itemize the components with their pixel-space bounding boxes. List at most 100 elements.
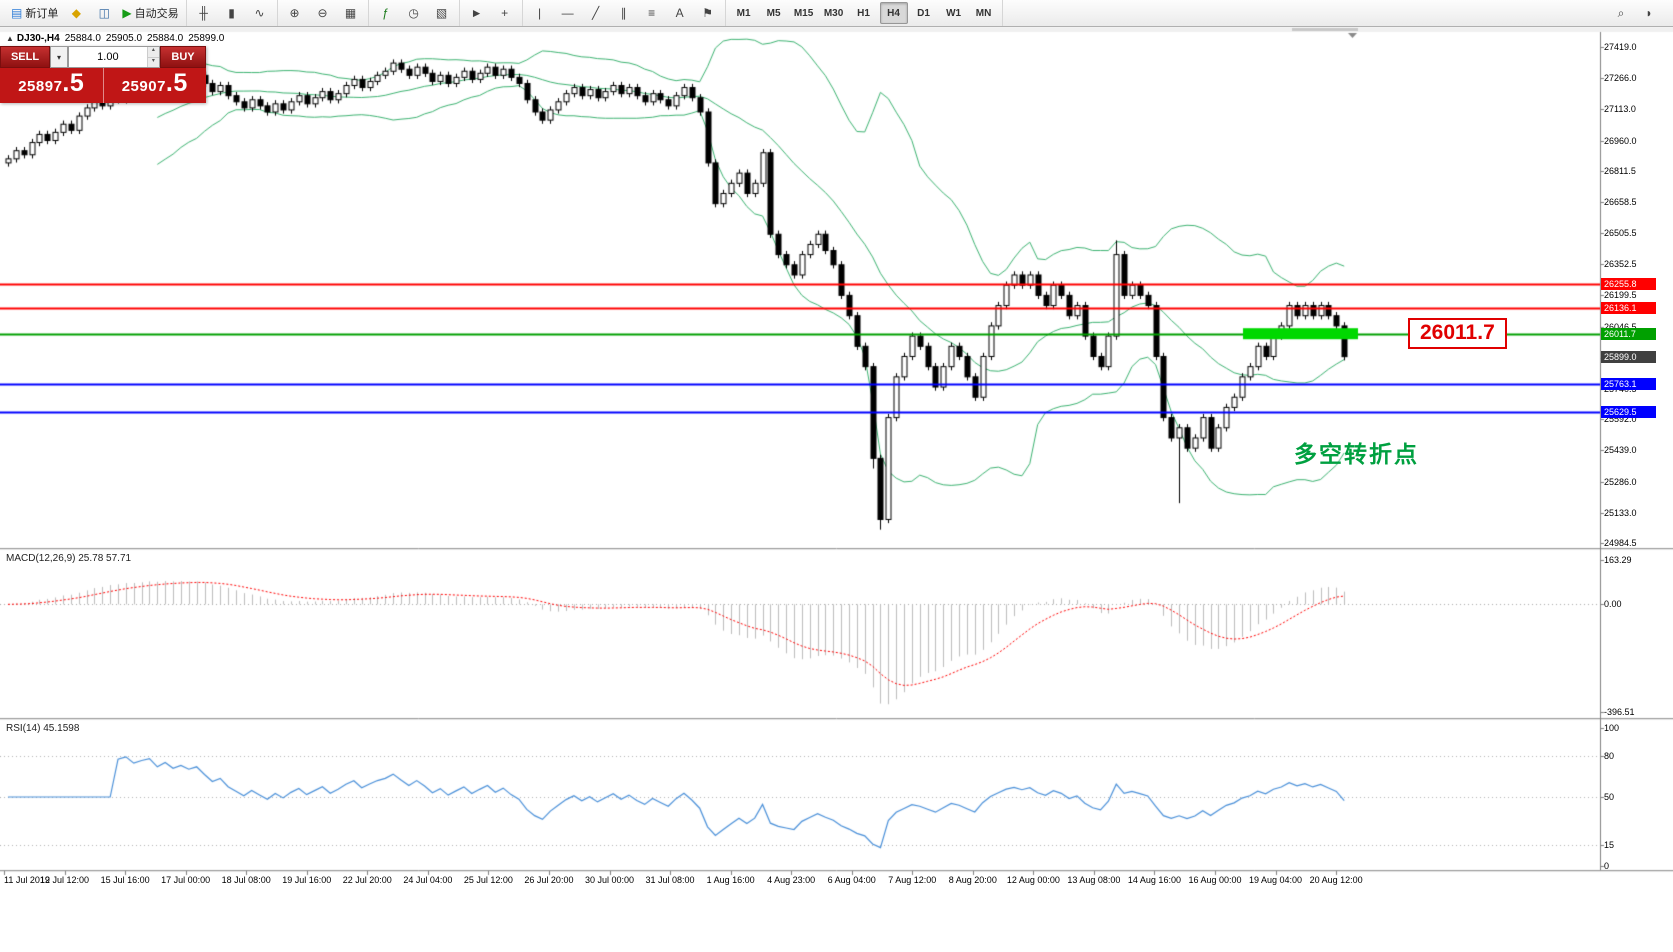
tf-h4-button[interactable]: H4 <box>879 2 908 24</box>
market-watch-icon: ◆ <box>71 6 81 20</box>
tf-w1-button-label: W1 <box>946 7 962 19</box>
chart-title: ▲ DJ30-,H4 25884.0 25905.0 25884.0 25899.0 <box>6 33 224 44</box>
price-axis-label: 26046.5 <box>1604 321 1637 332</box>
horizontal-line-button[interactable]: — <box>555 2 581 24</box>
toolbar-group: ⊕ ⊖ ▦ <box>278 0 369 26</box>
rsi-header: RSI(14) 45.1598 <box>6 723 80 734</box>
price-axis-label: 26199.5 <box>1604 290 1637 301</box>
text-label-button[interactable]: A <box>667 2 693 24</box>
toolbar-group: M1 M5 M15 M30 H1 H4 D1 W1 MN <box>726 0 1003 26</box>
crosshair-button[interactable]: + <box>492 2 518 24</box>
symbol-period-label: DJ30-,H4 <box>16 33 60 44</box>
horizontal-line-icon: — <box>561 6 574 20</box>
volume-dropdown-button[interactable]: ▾ <box>50 46 68 68</box>
time-axis-label: 17 Jul 00:00 <box>161 875 211 885</box>
grid-button[interactable]: ▦ <box>338 2 364 24</box>
time-axis-label: 26 Jul 20:00 <box>524 875 574 885</box>
templates-icon: ▧ <box>435 6 448 20</box>
time-axis-label: 14 Aug 16:00 <box>1127 875 1181 885</box>
tf-h1-button-label: H1 <box>857 7 870 19</box>
arrows-button[interactable]: ⚑ <box>695 2 721 24</box>
periods-button[interactable]: ◷ <box>401 2 427 24</box>
volume-increase-button[interactable]: ▴ <box>147 47 159 58</box>
cursor-icon: ► <box>470 6 483 20</box>
chart-annotation[interactable]: 多空转折点 <box>1294 441 1419 467</box>
vertical-line-button[interactable]: | <box>527 2 553 24</box>
zoom-out-button[interactable]: ⊖ <box>310 2 336 24</box>
time-axis-label: 24 Jul 04:00 <box>403 875 453 885</box>
trendline-button[interactable]: ╱ <box>583 2 609 24</box>
data-window-button[interactable]: ◫ <box>91 2 117 24</box>
tf-d1-button[interactable]: D1 <box>910 2 938 24</box>
market-watch-button[interactable]: ◆ <box>63 2 89 24</box>
toolbar-group: ▤ 新订单 ◆ ◫ ▶ 自动交易 <box>4 0 187 26</box>
candlestick-chart-button[interactable]: ▮ <box>219 2 245 24</box>
buy-button[interactable]: BUY <box>160 46 206 68</box>
time-axis-label: 20 Aug 12:00 <box>1309 875 1363 885</box>
toolbar-group: ╫ ▮ ∿ <box>187 0 278 26</box>
indicators-icon: ƒ <box>382 6 389 20</box>
search-icon[interactable]: ⌕ <box>1617 5 1625 20</box>
price-axis-label: 26658.5 <box>1604 196 1637 207</box>
tf-m1-button[interactable]: M1 <box>730 2 758 24</box>
sell-price-button[interactable]: 25897.5 <box>0 68 104 103</box>
collapse-panel-icon[interactable]: ▲ <box>6 34 14 43</box>
time-axis-label: 1 Aug 16:00 <box>706 875 755 885</box>
time-axis-label: 16 Aug 00:00 <box>1188 875 1242 885</box>
price-axis-label: 25286.0 <box>1604 476 1637 487</box>
price-axis-label: 25133.0 <box>1604 507 1637 518</box>
volume-field: ▴ ▾ <box>68 46 160 68</box>
price-line-tag: 26136.1 <box>1601 302 1656 315</box>
rsi-axis-label: 0 <box>1604 861 1610 871</box>
bar-chart-button[interactable]: ╫ <box>191 2 217 24</box>
fibonacci-button[interactable]: ≡ <box>639 2 665 24</box>
time-axis-label: 31 Jul 08:00 <box>645 875 695 885</box>
current-price-tag: 25899.0 <box>1601 350 1656 363</box>
pointer-icon[interactable]: ◗ <box>1645 6 1653 20</box>
templates-button[interactable]: ▧ <box>429 2 455 24</box>
price-axis-label: 25439.0 <box>1604 445 1637 456</box>
zoom-in-button[interactable]: ⊕ <box>282 2 308 24</box>
price-axis-label: 27266.0 <box>1604 73 1637 84</box>
time-axis-label: 8 Aug 20:00 <box>948 875 997 885</box>
time-axis-label: 18 Jul 08:00 <box>221 875 271 885</box>
time-axis-label: 19 Aug 04:00 <box>1249 875 1303 885</box>
tf-m1-button-label: M1 <box>736 7 751 19</box>
tf-m30-button[interactable]: M30 <box>820 2 848 24</box>
toolbar-groups: ▤ 新订单 ◆ ◫ ▶ 自动交易 ╫ ▮ ∿ ⊕ ⊖ ▦ ƒ ◷ ▧ ► + | — ╱ ∥ ≡ A ⚑ M1 M5 M15 M30 H… <box>4 0 1003 26</box>
new-order-button[interactable]: ▤ 新订单 <box>8 2 61 24</box>
ohlc-high: 25905.0 <box>105 33 143 44</box>
time-axis-label: 12 Jul 12:00 <box>40 875 90 885</box>
tf-mn-button-label: MN <box>975 7 992 19</box>
sell-button[interactable]: SELL <box>0 46 50 68</box>
rsi-axis-label: 100 <box>1604 723 1620 733</box>
tf-h1-button[interactable]: H1 <box>850 2 878 24</box>
auto-trading-button[interactable]: ▶ 自动交易 <box>119 2 181 24</box>
toolbar: ▤ 新订单 ◆ ◫ ▶ 自动交易 ╫ ▮ ∿ ⊕ ⊖ ▦ ƒ ◷ ▧ ► + | — ╱ ∥ ≡ A ⚑ M1 M5 M15 M30 H… <box>0 0 1673 27</box>
volume-input[interactable] <box>69 47 147 67</box>
trendline-icon: ╱ <box>591 6 600 20</box>
line-chart-button[interactable]: ∿ <box>247 2 273 24</box>
tf-w1-button[interactable]: W1 <box>940 2 968 24</box>
indicators-button[interactable]: ƒ <box>373 2 399 24</box>
time-axis-label: 22 Jul 20:00 <box>342 875 392 885</box>
arrows-icon: ⚑ <box>702 6 713 20</box>
buy-price-button[interactable]: 25907.5 <box>103 68 206 103</box>
cursor-button[interactable]: ► <box>464 2 490 24</box>
price-line-tag: 25763.1 <box>1601 378 1656 391</box>
periods-icon: ◷ <box>408 6 419 20</box>
tf-m5-button[interactable]: M5 <box>760 2 788 24</box>
time-axis-label: 11 Jul 2019 <box>4 875 50 885</box>
price-axis-label: 24984.5 <box>1604 538 1637 548</box>
grid-icon: ▦ <box>344 6 357 20</box>
zoom-out-icon: ⊖ <box>317 6 328 20</box>
volume-decrease-button[interactable]: ▾ <box>147 57 159 67</box>
tf-m15-button[interactable]: M15 <box>790 2 818 24</box>
time-axis-label: 4 Aug 23:00 <box>767 875 816 885</box>
tf-mn-button[interactable]: MN <box>970 2 998 24</box>
price-level-label[interactable]: 26011.7 <box>1408 318 1507 349</box>
price-axis-label: 27113.0 <box>1604 104 1636 115</box>
time-axis-label: 30 Jul 00:00 <box>584 875 635 885</box>
equidistant-channel-button[interactable]: ∥ <box>611 2 637 24</box>
